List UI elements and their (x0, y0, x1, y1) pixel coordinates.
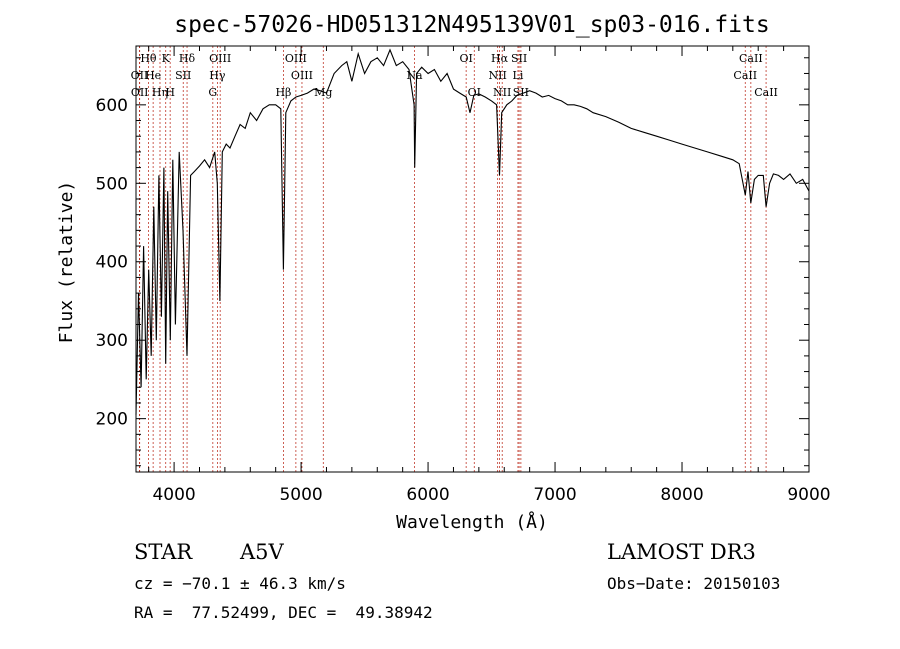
redshift-cz: cz = −70.1 ± 46.3 km/s (134, 574, 346, 593)
line-label-0: Hθ (140, 52, 157, 65)
ra-dec: RA = 77.52499, DEC = 49.38942 (134, 603, 433, 622)
y-axis: 200 300 400 500 600 (96, 57, 809, 467)
line-label-27: CaII (754, 86, 778, 99)
x-tick-label: 4000 (152, 485, 195, 505)
object-class: STAR (134, 540, 193, 564)
plot-frame (135, 45, 810, 473)
chart-title: spec-57026-HD051312N495139V01_sp03-016.f… (174, 12, 769, 38)
line-label-26: CaII (733, 69, 757, 82)
line-label-9: OIII (209, 52, 231, 65)
line-label-1: OII (131, 69, 149, 82)
line-label-22: SII (511, 52, 527, 65)
line-label-14: OIII (291, 69, 313, 82)
obs-date: Obs−Date: 20150103 (607, 574, 781, 593)
object-subclass: A5V (240, 540, 284, 564)
y-tick-label: 200 (96, 410, 128, 430)
line-label-4: Hη (152, 86, 168, 99)
line-label-19: Hα (491, 52, 509, 65)
line-label-15: Mg (314, 86, 332, 99)
line-label-17: OI (459, 52, 472, 65)
line-label-20: NII (488, 69, 506, 82)
y-tick-label: 500 (96, 174, 128, 194)
line-label-11: G (208, 86, 217, 99)
y-tick-label: 600 (96, 96, 128, 116)
line-label-7: SII (175, 69, 191, 82)
x-axis: 4000 5000 6000 7000 8000 9000 (148, 46, 831, 505)
y-tick-label: 400 (96, 253, 128, 273)
line-label-2: OII (131, 86, 149, 99)
x-tick-label: 8000 (660, 485, 703, 505)
line-label-5: K (162, 52, 171, 65)
x-tick-label: 5000 (279, 485, 322, 505)
y-axis-label: Flux (relative) (56, 181, 77, 344)
x-tick-label: 7000 (533, 485, 576, 505)
line-label-12: Hβ (275, 86, 291, 99)
line-label-18: OI (468, 86, 481, 99)
line-label-25: CaII (739, 52, 763, 65)
survey-name: LAMOST DR3 (607, 540, 756, 564)
line-label-3: He (145, 69, 161, 82)
line-label-8: Hδ (179, 52, 196, 65)
y-tick-label: 300 (96, 331, 128, 351)
x-axis-label: Wavelength (Å) (396, 511, 548, 533)
x-tick-label: 6000 (406, 485, 449, 505)
spectrum-line (135, 48, 810, 415)
line-label-23: Li (513, 69, 524, 82)
line-label-13: OIII (285, 52, 307, 65)
line-label-21: NII (493, 86, 511, 99)
x-tick-label: 9000 (787, 485, 830, 505)
line-label-10: Hγ (209, 69, 226, 82)
line-label-6: H (165, 86, 175, 99)
line-markers (139, 46, 767, 472)
